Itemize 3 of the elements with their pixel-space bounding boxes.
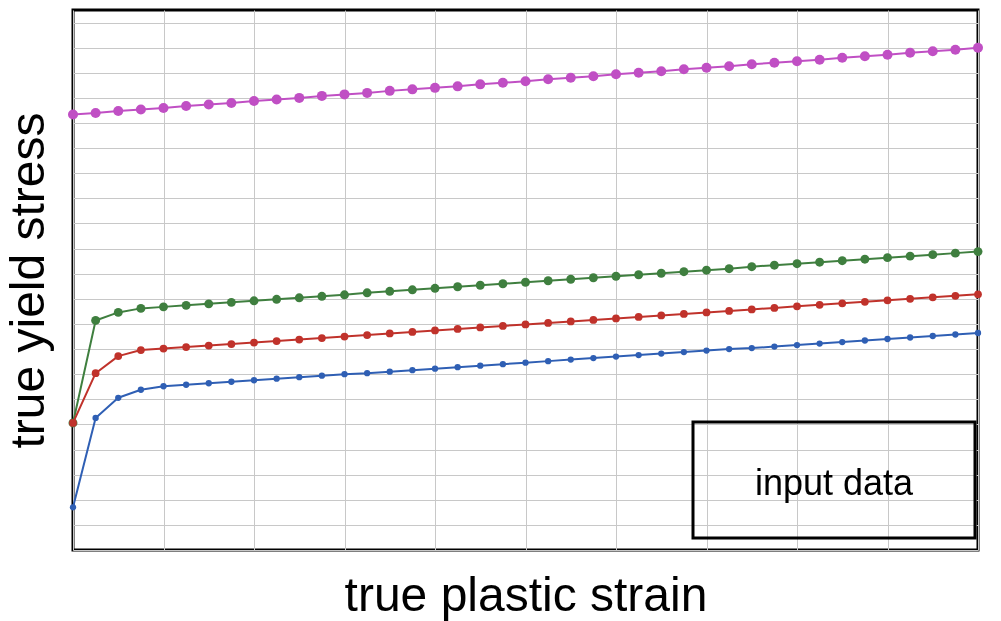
y-axis-title: true yield stress xyxy=(0,112,54,449)
annotation: input data xyxy=(754,462,915,503)
x-axis-title: true plastic strain xyxy=(344,567,708,621)
